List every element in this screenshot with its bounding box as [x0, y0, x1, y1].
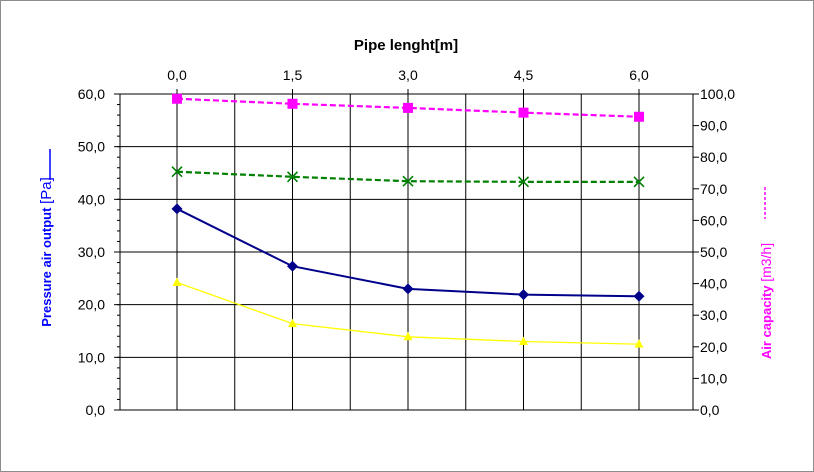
right-axis-title: Air capacity [m3/h]: [758, 243, 774, 359]
square-marker: [172, 93, 182, 104]
left-axis-title-unit: [Pa]: [38, 177, 55, 204]
x-tick-label: 1,5: [283, 67, 303, 83]
diamond-marker: [171, 203, 183, 215]
right-tick-label: 70,0: [700, 181, 727, 197]
x-marker: [402, 175, 414, 187]
square-marker: [518, 107, 529, 118]
square-marker: [287, 98, 298, 109]
x-tick-label: 3,0: [398, 67, 418, 83]
left-tick-label: 20,0: [78, 297, 105, 313]
right-tick-label: 90,0: [700, 118, 727, 134]
diamond-marker: [287, 260, 298, 272]
square-marker: [403, 102, 413, 113]
triangle-marker: [288, 318, 297, 328]
diamond-marker: [402, 283, 414, 295]
right-axis-title-main: Air capacity: [759, 282, 774, 359]
left-tick-label: 60,0: [78, 86, 105, 102]
triangle-marker: [403, 331, 413, 341]
right-tick-label: 100,0: [700, 86, 735, 102]
diamond-marker: [518, 289, 529, 301]
right-tick-label: 0,0: [700, 402, 720, 418]
left-tick-label: 50,0: [78, 139, 105, 155]
x-tick-label: 0,0: [167, 67, 187, 83]
right-tick-label: 40,0: [700, 276, 727, 292]
x-marker: [633, 176, 645, 188]
right-tick-label: 30,0: [700, 307, 727, 323]
left-tick-label: 0,0: [86, 402, 106, 418]
square-marker: [634, 111, 644, 122]
left-tick-label: 40,0: [78, 191, 105, 207]
right-axis-title-unit: [m3/h]: [758, 243, 774, 282]
series-group: [171, 93, 645, 348]
left-axis-title-main: Pressure air output: [39, 204, 54, 327]
series-line: [176, 170, 639, 183]
right-tick-label: 10,0: [700, 370, 727, 386]
right-tick-label: 60,0: [700, 212, 727, 228]
left-tick-label: 30,0: [78, 244, 105, 260]
diamond-marker: [633, 290, 645, 302]
x-marker: [171, 166, 183, 178]
x-tick-label: 4,5: [514, 67, 534, 83]
grid: [120, 93, 693, 411]
triangle-marker: [172, 277, 182, 287]
triangle-marker: [519, 336, 528, 346]
series-line: [176, 97, 640, 118]
right-tick-label: 50,0: [700, 244, 727, 260]
x-tick-label: 6,0: [629, 67, 649, 83]
left-tick-label: 10,0: [78, 349, 105, 365]
x-axis-title: Pipe lenght[m]: [354, 37, 458, 54]
x-marker: [517, 176, 530, 188]
right-tick-label: 80,0: [700, 149, 727, 165]
right-tick-label: 20,0: [700, 339, 727, 355]
left-axis-title: Pressure air output [Pa]: [38, 177, 55, 327]
triangle-marker: [634, 339, 644, 348]
x-marker: [286, 171, 299, 183]
axes: 0,0 10,0 20,0 30,0 40,0 50,0 60,0 0,0 10,0 20,0 30…: [78, 67, 735, 418]
